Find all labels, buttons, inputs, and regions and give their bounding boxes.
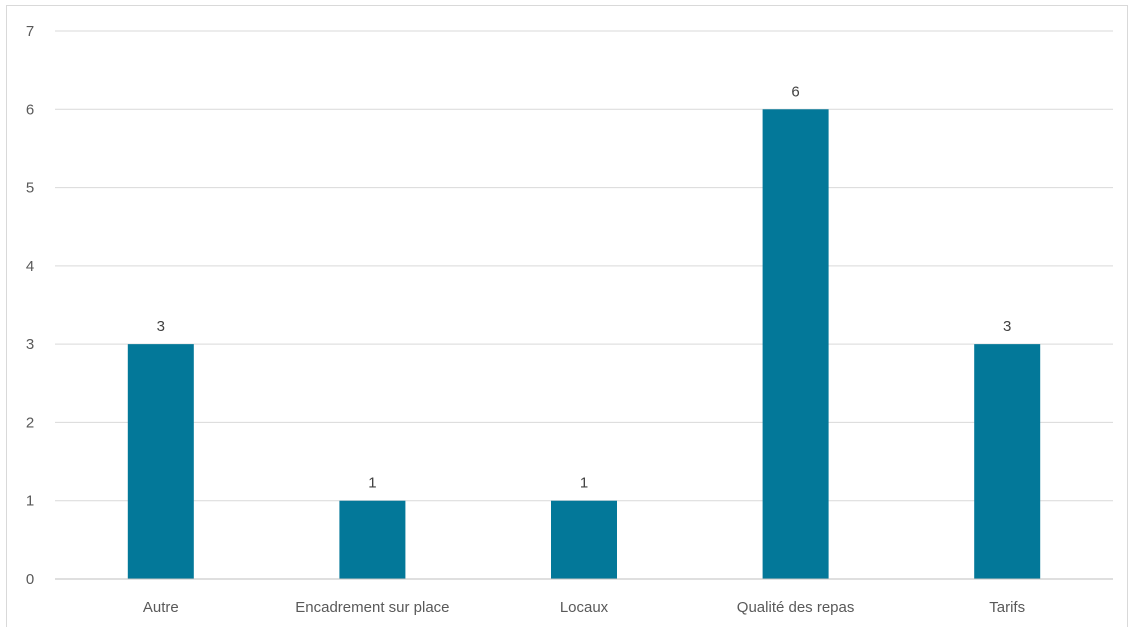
y-tick-label: 3 bbox=[26, 336, 34, 353]
y-tick-label: 7 bbox=[26, 23, 34, 40]
y-tick-label: 6 bbox=[26, 101, 34, 118]
data-label: 1 bbox=[580, 475, 588, 492]
x-category-label: Qualité des repas bbox=[737, 599, 855, 616]
y-tick-label: 2 bbox=[26, 414, 34, 431]
chart-frame bbox=[6, 5, 1128, 627]
y-tick-label: 0 bbox=[26, 571, 34, 588]
x-category-label: Encadrement sur place bbox=[295, 599, 449, 616]
bar-locaux bbox=[551, 500, 617, 579]
y-axis-tick-labels: 0 1 2 3 4 5 6 7 bbox=[26, 23, 34, 588]
x-axis-category-labels: Autre Encadrement sur place Locaux Qualité … bbox=[143, 599, 1025, 616]
bars bbox=[127, 109, 1041, 580]
data-label: 3 bbox=[157, 318, 165, 335]
x-category-label: Locaux bbox=[560, 599, 609, 616]
gridlines bbox=[55, 30, 1113, 502]
bar-autre bbox=[127, 344, 194, 579]
bar-encadrement-sur-place bbox=[339, 500, 406, 579]
y-tick-label: 4 bbox=[26, 258, 34, 275]
data-label: 6 bbox=[791, 83, 799, 100]
bar-qualit-des-repas bbox=[762, 109, 829, 580]
data-label: 3 bbox=[1003, 318, 1011, 335]
y-tick-label: 5 bbox=[26, 180, 34, 197]
bar-tarifs bbox=[974, 344, 1041, 579]
y-tick-label: 1 bbox=[26, 493, 34, 510]
data-labels: 3 1 1 6 3 bbox=[157, 83, 1012, 491]
data-label: 1 bbox=[368, 475, 376, 492]
x-category-label: Autre bbox=[143, 599, 179, 616]
x-category-label: Tarifs bbox=[989, 599, 1025, 616]
